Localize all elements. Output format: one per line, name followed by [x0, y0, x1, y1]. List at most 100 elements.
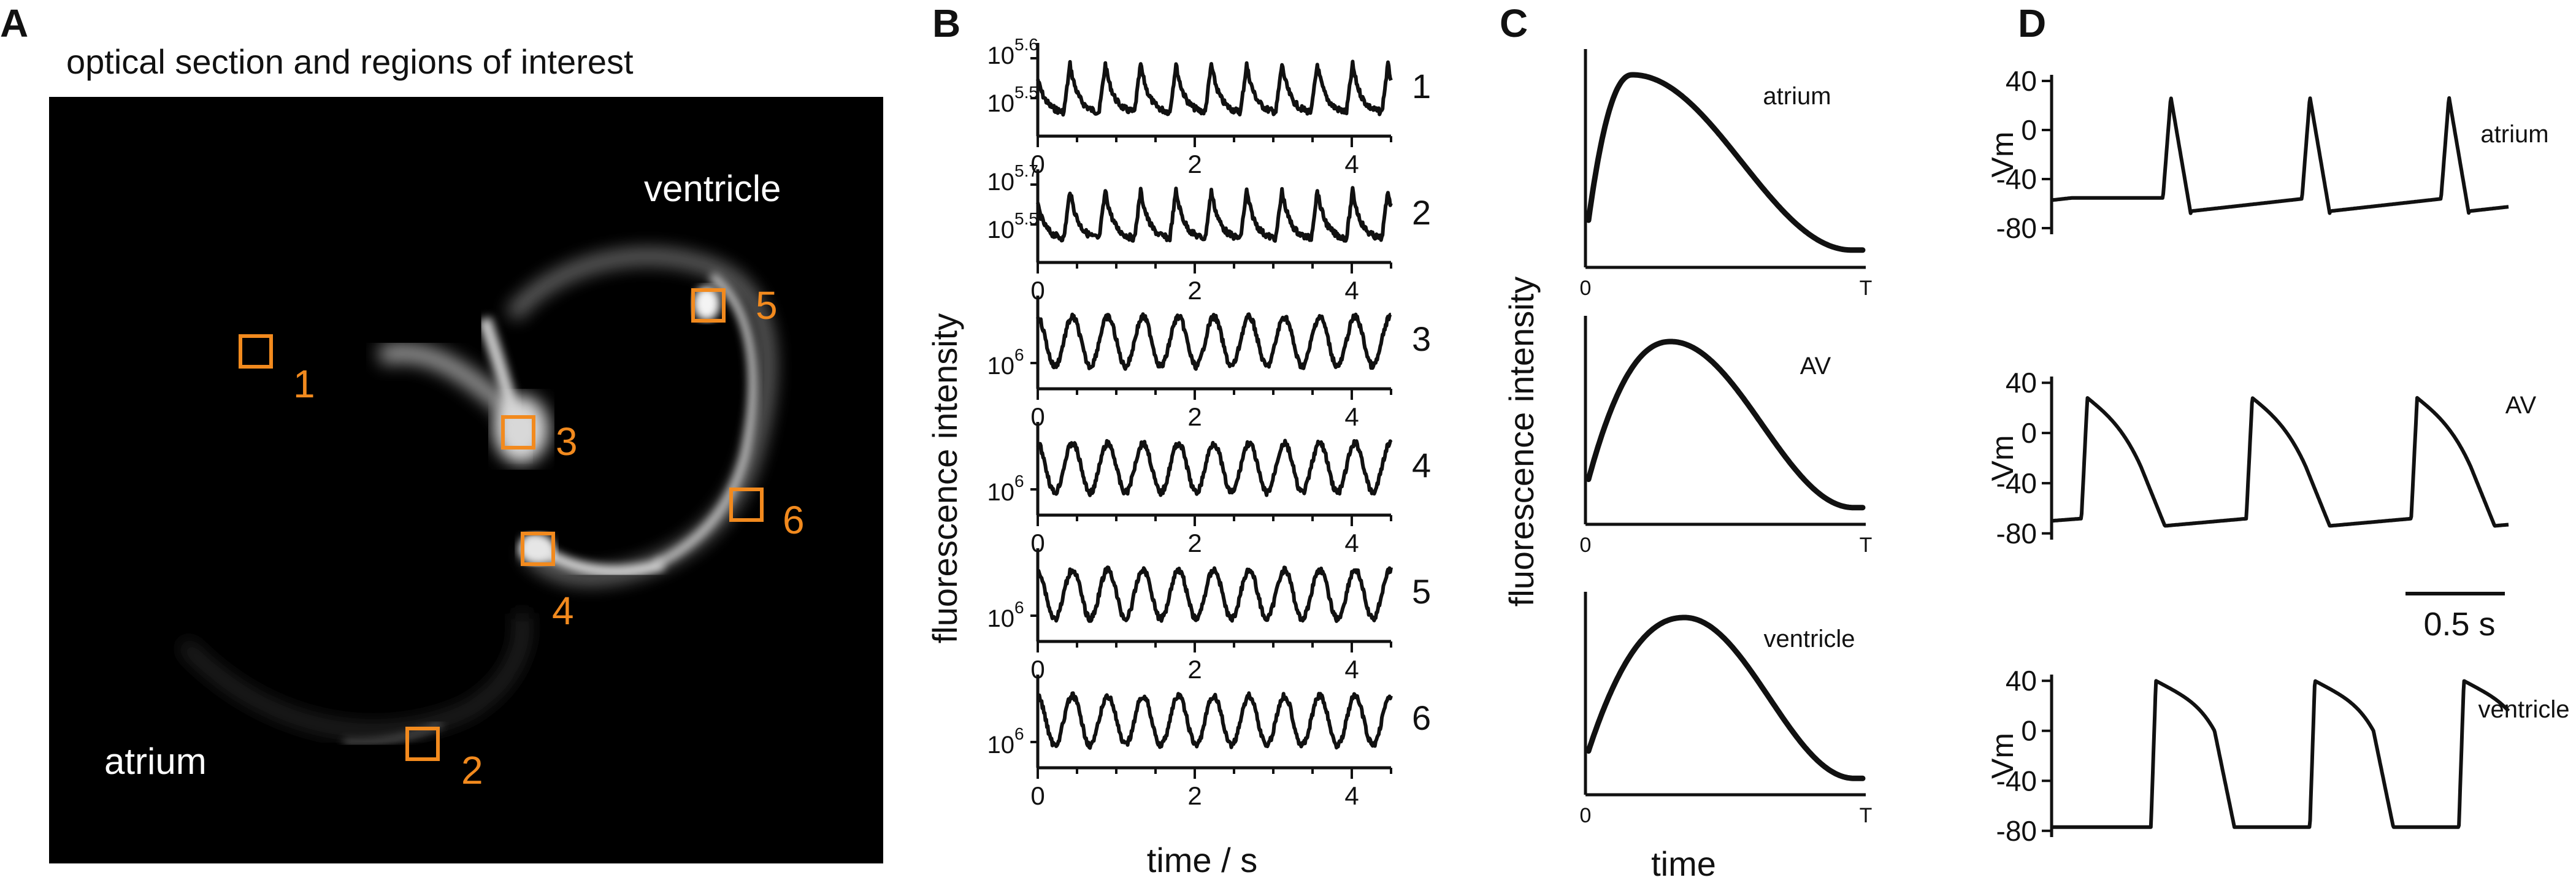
trace-plot-4: 0 2 4 10 6 4 [987, 422, 1431, 557]
x-tick-label: 4 [1344, 276, 1359, 305]
x-tick-label: 2 [1187, 529, 1202, 557]
curve-line [1585, 72, 1866, 253]
roi-label: 6 [783, 498, 805, 542]
vm-trace-label: AV [2505, 392, 2537, 419]
ytick-base: 10 [987, 169, 1015, 196]
schematic-av: 0 T AV [1580, 316, 1873, 557]
y-tick-label: -80 [1996, 212, 2037, 244]
y-tick-label: -80 [1996, 518, 2037, 549]
ytick-exponent: 5.6 [1014, 35, 1038, 54]
ytick-base: 10 [987, 605, 1015, 632]
y-tick-label: -40 [1996, 163, 2037, 195]
curve-line [1585, 339, 1866, 511]
vm-trace-atrium: 40 0 -40 -80 Vm atrium [1985, 65, 2549, 244]
y-tick-label: 0 [2021, 114, 2037, 146]
roi-5: 5 [691, 283, 778, 327]
ytick-base: 10 [987, 479, 1015, 506]
trace-plot-5: 0 2 4 10 6 5 [987, 548, 1431, 684]
ytick-bottom: 10 6 [987, 345, 1024, 380]
vm-trace-label: ventricle [2478, 696, 2570, 723]
x-tick-label: 0 [1030, 276, 1045, 305]
x-tick-label: 4 [1344, 529, 1359, 557]
panel-letter-b: B [932, 1, 960, 45]
x-tick-label: 2 [1187, 150, 1202, 178]
x-tick-label: 0 [1580, 534, 1592, 557]
trace-line [1036, 59, 1393, 117]
ytick-bottom: 10 5.5 [987, 209, 1038, 243]
trace-line [1036, 438, 1393, 497]
trace-line [1036, 186, 1393, 243]
roi-1: 1 [239, 334, 315, 406]
panel-b-xlabel: time / s [1147, 841, 1257, 879]
trace-id-label: 3 [1412, 319, 1431, 358]
ventricle-label: ventricle [644, 168, 781, 209]
panel-b-plots: 0 2 410 5.610 5.5 10 2 410 5.710 5.5 20 2 410 6 30 2 410… [987, 35, 1432, 810]
x-tick-label: 2 [1187, 276, 1202, 305]
ytick-bottom: 10 5.5 [987, 83, 1038, 117]
trace-id-label: 1 [1412, 67, 1431, 105]
ytick-top: 10 5.7 [987, 161, 1038, 196]
ytick-exponent: 5.5 [1014, 209, 1038, 228]
vm-trace-line [2050, 679, 2510, 829]
ytick-base: 10 [987, 353, 1015, 380]
ytick-exponent: 5.5 [1014, 83, 1038, 102]
ytick-exponent: 6 [1014, 598, 1024, 617]
roi-2: 2 [405, 727, 483, 792]
y-axis-label: Vm [1985, 733, 2020, 779]
curve-line [1585, 614, 1866, 781]
x-tick-label: 0 [1030, 150, 1045, 178]
roi-4: 4 [521, 532, 574, 633]
x-tick-label: T [1860, 534, 1873, 557]
ytick-base: 10 [987, 216, 1015, 243]
roi-label: 4 [552, 589, 574, 633]
panel-a-title: optical section and regions of interest [66, 42, 634, 81]
ytick-exponent: 6 [1014, 724, 1024, 743]
ytick-top: 10 5.6 [987, 35, 1038, 69]
trace-line [1036, 312, 1392, 371]
vm-trace-line [2050, 96, 2510, 215]
roi-3: 3 [501, 415, 578, 464]
ytick-base: 10 [987, 732, 1015, 759]
roi-label: 2 [461, 748, 483, 792]
y-axis-label: Vm [1985, 132, 2020, 178]
panel-letter-a: A [0, 1, 28, 45]
panel-c-xlabel: time [1651, 844, 1716, 880]
ytick-bottom: 10 6 [987, 724, 1024, 759]
y-tick-label: 40 [2006, 367, 2037, 399]
ytick-bottom: 10 6 [987, 598, 1024, 632]
scalebar-label: 0.5 s [2423, 606, 2495, 643]
x-tick-label: 0 [1580, 277, 1592, 300]
trace-id-label: 5 [1412, 572, 1431, 611]
scalebar: 0.5 s [2405, 592, 2505, 643]
y-tick-label: -80 [1996, 815, 2037, 847]
trace-plot-6: 0 2 410 6 6 [987, 675, 1431, 810]
trace-id-label: 2 [1412, 193, 1431, 232]
panel-b-ylabel: fluorescence intensity [926, 313, 964, 644]
ytick-exponent: 5.7 [1014, 161, 1038, 180]
trace-id-label: 6 [1412, 698, 1431, 737]
y-tick-label: -40 [1996, 765, 2037, 797]
ytick-base: 10 [987, 42, 1015, 69]
curve-label: ventricle [1764, 626, 1855, 652]
x-tick-label: 4 [1344, 150, 1359, 178]
vm-trace-label: atrium [2480, 121, 2548, 148]
trace-plot-3: 0 2 4 10 6 3 [987, 296, 1431, 431]
x-tick-label: 4 [1344, 655, 1359, 684]
trace-line [1037, 565, 1393, 623]
ytick-base: 10 [987, 90, 1015, 117]
vm-trace-av: 40 0 -40 -80 Vm AV [1985, 367, 2537, 549]
panel-letter-d: D [2018, 1, 2046, 45]
heart-tissue-image [179, 248, 775, 746]
roi-label: 5 [756, 283, 778, 327]
panel-d-plots: 40 0 -40 -80 Vm atrium 40 0 -40 -80 Vm AV 40 0 -40 -80 V… [1985, 65, 2569, 847]
y-tick-label: 0 [2021, 417, 2037, 449]
x-tick-label: 4 [1344, 402, 1359, 431]
trace-line [1036, 691, 1393, 750]
x-tick-label: 0 [1580, 804, 1592, 827]
y-tick-label: 0 [2021, 715, 2037, 747]
panel-letter-c: C [1500, 1, 1528, 45]
x-tick-label: 2 [1187, 402, 1202, 431]
